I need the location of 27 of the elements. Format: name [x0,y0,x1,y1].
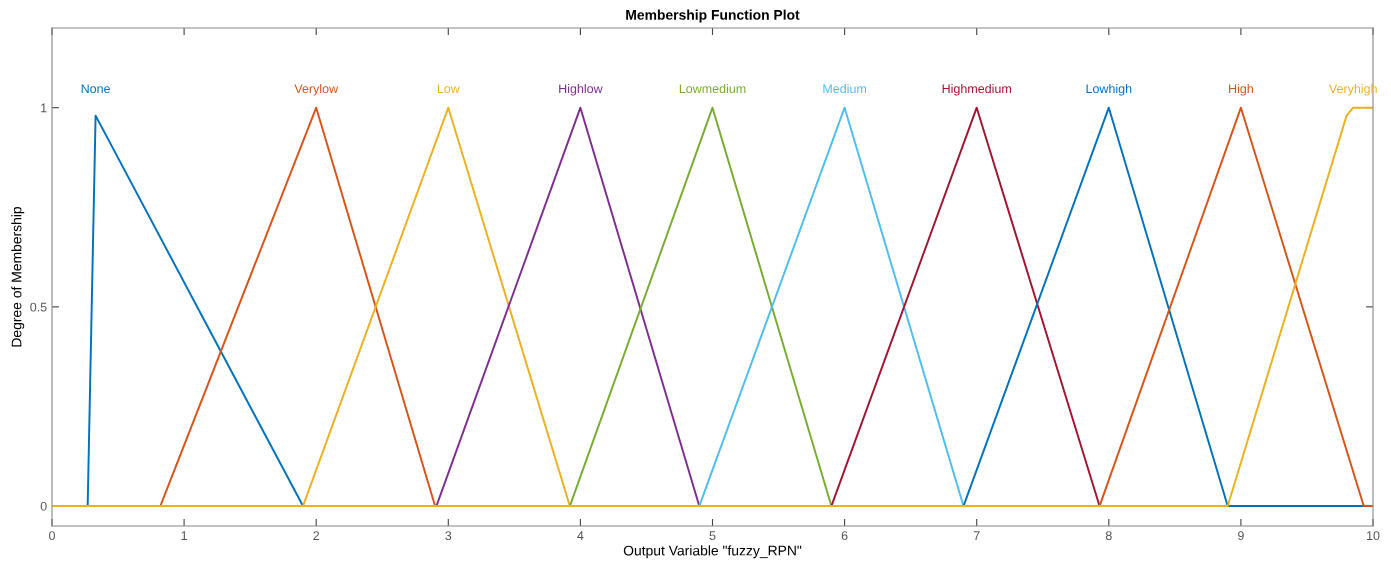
series-label: Veryhigh [1328,83,1377,96]
y-tick-label: 1 [41,103,47,113]
x-tick-label: 0 [49,531,55,541]
text: None [81,84,110,94]
series-label: Highmedium [942,83,1011,96]
x-tick-label: 3 [445,531,452,541]
series-label: Verylow [294,83,339,96]
series-label: Lowhigh [1086,83,1132,96]
y-tick-label: 0.5 [30,302,47,312]
x-tick-label: 5 [709,531,716,541]
x-axis-title: Output Variable "fuzzy_RPN" [623,545,802,559]
x-tick-label: 8 [1105,531,1112,541]
x-tick-label: 1 [181,531,187,540]
series-label: High [1229,83,1253,96]
chart-title: Membership Function Plot [626,9,800,23]
x-tick-label: 6 [841,531,848,541]
x-tick-label: 2 [313,531,320,540]
y-tick-label: 0 [40,501,47,511]
series-label: Medium [823,83,867,94]
x-tick-label: 9 [1238,531,1244,541]
x-tick-label: 7 [973,531,980,540]
y-axis-title: Degree of Membership [11,206,25,347]
series-label: Lowmedium [679,83,746,94]
x-tick-label: 4 [577,531,584,540]
series-label: Highlow [559,83,603,96]
series-label: Low [437,84,460,94]
x-tick-label: 10 [1367,531,1380,541]
